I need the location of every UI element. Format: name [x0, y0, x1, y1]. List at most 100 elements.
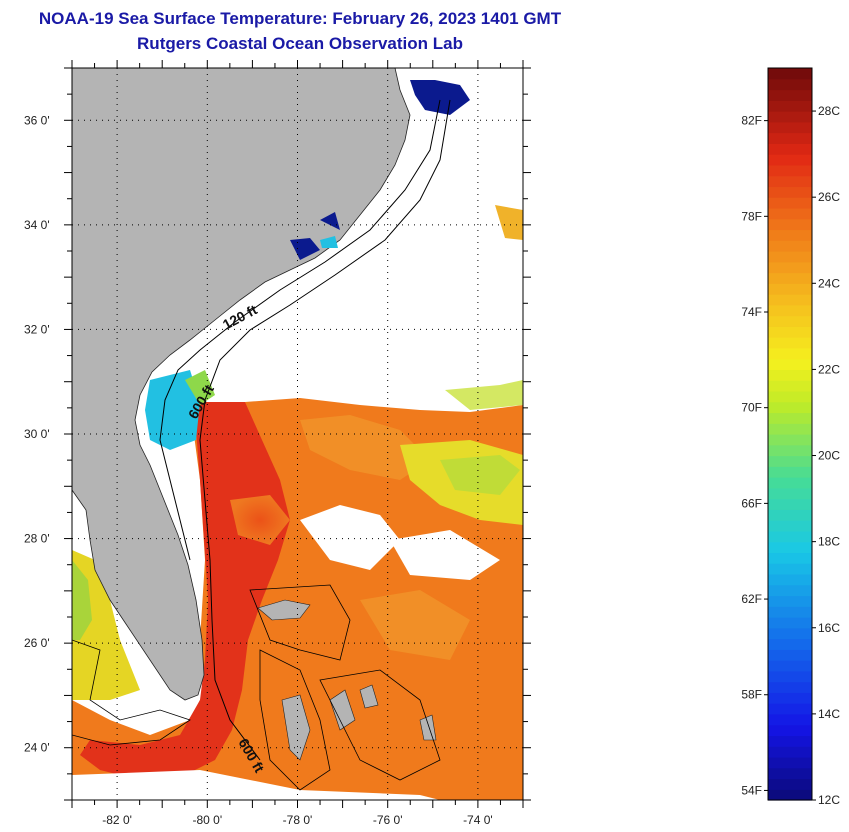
- colorbar-band: [768, 703, 812, 714]
- colorbar-band: [768, 778, 812, 789]
- colorbar-band: [768, 197, 812, 208]
- colorbar-band: [768, 305, 812, 316]
- colorbar-band: [768, 520, 812, 531]
- colorbar-band: [768, 757, 812, 768]
- colorbar-band: [768, 639, 812, 650]
- colorbar-band: [768, 434, 812, 445]
- colorbar-band: [768, 251, 812, 262]
- colorbar-band: [768, 552, 812, 563]
- colorbar-band: [768, 79, 812, 90]
- colorbar-band: [768, 445, 812, 456]
- celsius-label: 14C: [818, 707, 840, 721]
- colorbar-band: [768, 391, 812, 402]
- colorbar-band: [768, 768, 812, 779]
- colorbar-band: [768, 316, 812, 327]
- fahrenheit-label: 70F: [741, 401, 762, 415]
- longitude-tick-label: -76 0': [373, 813, 403, 827]
- colorbar-band: [768, 229, 812, 240]
- colorbar-band: [768, 100, 812, 111]
- colorbar-band: [768, 273, 812, 284]
- colorbar-band: [768, 466, 812, 477]
- colorbar-band: [768, 542, 812, 553]
- colorbar-band: [768, 488, 812, 499]
- colorbar-band: [768, 585, 812, 596]
- latitude-tick-label: 34 0': [24, 218, 50, 232]
- longitude-labels: -82 0' -80 0' -78 0' -76 0' -74 0': [102, 813, 492, 827]
- colorbar-band: [768, 219, 812, 230]
- colorbar-band: [768, 746, 812, 757]
- celsius-label: 16C: [818, 621, 840, 635]
- colorbar-band: [768, 628, 812, 639]
- longitude-tick-label: -82 0': [102, 813, 132, 827]
- colorbar-band: [768, 133, 812, 144]
- colorbar-band: [768, 789, 812, 800]
- celsius-labels: 12C 14C 16C 18C 20C 22C 24C 26C 28C: [812, 104, 840, 807]
- latitude-tick-label: 28 0': [24, 532, 50, 546]
- colorbar-band: [768, 337, 812, 348]
- colorbar-band: [768, 714, 812, 725]
- colorbar-band: [768, 359, 812, 370]
- colorbar-band: [768, 423, 812, 434]
- colorbar-band: [768, 111, 812, 122]
- colorbar-band: [768, 262, 812, 273]
- colorbar-band: [768, 671, 812, 682]
- colorbar-band: [768, 154, 812, 165]
- celsius-label: 28C: [818, 104, 840, 118]
- latitude-tick-label: 36 0': [24, 113, 50, 127]
- colorbar-band: [768, 595, 812, 606]
- fahrenheit-label: 58F: [741, 688, 762, 702]
- colorbar-band: [768, 326, 812, 337]
- sst-map: 120 ft 600 ft 600 ft 24 0'26 0'28 0'30 0…: [0, 0, 560, 832]
- colorbar-bands: [768, 68, 812, 801]
- colorbar-band: [768, 143, 812, 154]
- colorbar-band: [768, 563, 812, 574]
- colorbar-band: [768, 617, 812, 628]
- latitude-tick-label: 26 0': [24, 636, 50, 650]
- latitude-tick-label: 30 0': [24, 427, 50, 441]
- celsius-label: 22C: [818, 362, 840, 376]
- fahrenheit-label: 62F: [741, 592, 762, 606]
- colorbar-band: [768, 402, 812, 413]
- fahrenheit-label: 74F: [741, 305, 762, 319]
- colorbar-band: [768, 122, 812, 133]
- colorbar-band: [768, 348, 812, 359]
- colorbar-band: [768, 735, 812, 746]
- colorbar-band: [768, 660, 812, 671]
- colorbar-band: [768, 294, 812, 305]
- latitude-labels: 24 0' 26 0' 28 0' 30 0' 32 0' 34 0' 36 0': [24, 113, 50, 754]
- colorbar-band: [768, 240, 812, 251]
- colorbar-band: [768, 176, 812, 187]
- fahrenheit-labels: 54F 58F 62F 66F 70F 74F 78F 82F: [741, 114, 768, 798]
- fahrenheit-label: 82F: [741, 114, 762, 128]
- colorbar-band: [768, 90, 812, 101]
- fahrenheit-label: 78F: [741, 209, 762, 223]
- colorbar-band: [768, 68, 812, 79]
- colorbar-band: [768, 380, 812, 391]
- longitude-tick-label: -78 0': [283, 813, 313, 827]
- celsius-label: 24C: [818, 276, 840, 290]
- colorbar-band: [768, 369, 812, 380]
- colorbar-band: [768, 186, 812, 197]
- longitude-tick-label: -80 0': [192, 813, 222, 827]
- colorbar-band: [768, 682, 812, 693]
- colorbar-band: [768, 456, 812, 467]
- colorbar-band: [768, 692, 812, 703]
- celsius-label: 20C: [818, 449, 840, 463]
- temperature-colorbar: 54F 58F 62F 66F 70F 74F 78F 82F 12C 14C 16C 18C 20C…: [700, 55, 849, 815]
- colorbar-band: [768, 477, 812, 488]
- colorbar-band: [768, 208, 812, 219]
- latitude-tick-label: 24 0': [24, 741, 50, 755]
- celsius-label: 18C: [818, 535, 840, 549]
- colorbar-band: [768, 165, 812, 176]
- fahrenheit-label: 66F: [741, 496, 762, 510]
- latitude-tick-label: 32 0': [24, 322, 50, 336]
- colorbar-band: [768, 499, 812, 510]
- colorbar-band: [768, 725, 812, 736]
- colorbar-band: [768, 574, 812, 585]
- colorbar-band: [768, 283, 812, 294]
- fahrenheit-label: 54F: [741, 783, 762, 797]
- colorbar-band: [768, 531, 812, 542]
- colorbar-band: [768, 649, 812, 660]
- celsius-label: 26C: [818, 190, 840, 204]
- longitude-tick-label: -74 0': [463, 813, 493, 827]
